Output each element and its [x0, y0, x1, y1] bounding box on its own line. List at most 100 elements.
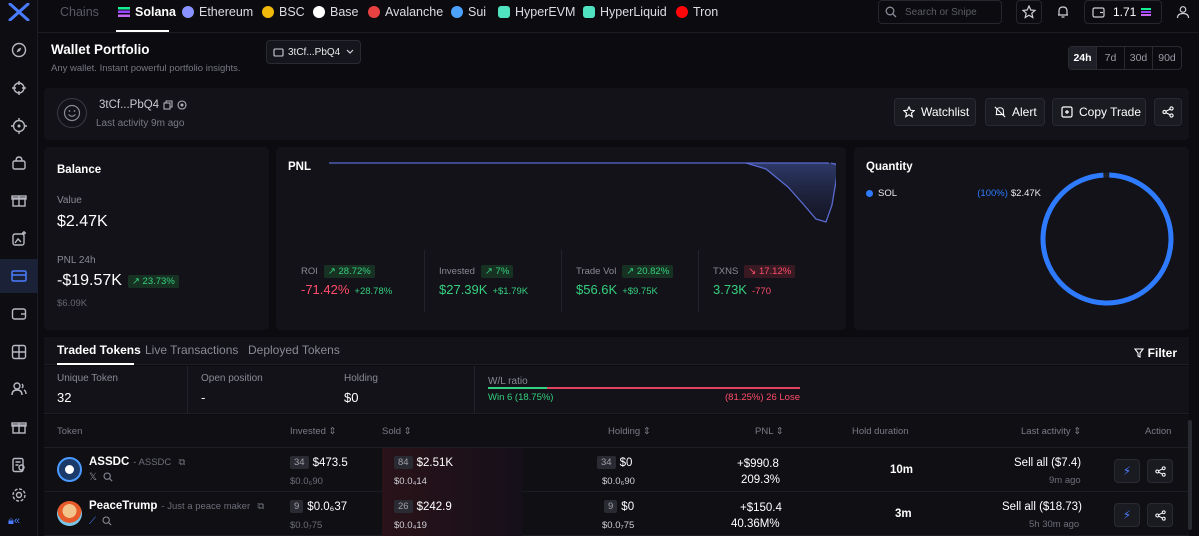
crosshair-icon[interactable] — [11, 80, 27, 96]
app-logo[interactable] — [8, 3, 30, 21]
search-input[interactable]: Search or Snipe — [878, 0, 1002, 24]
legend-value: $2.47K — [1010, 188, 1041, 199]
tab-live-transactions[interactable]: Live Transactions — [145, 343, 239, 357]
document-search-icon[interactable] — [11, 457, 27, 473]
rewards-gift-icon[interactable] — [11, 419, 27, 435]
compass-icon[interactable] — [11, 42, 27, 58]
timeframe-30d[interactable]: 30d — [1125, 47, 1153, 69]
sidebar-active-highlight — [0, 259, 38, 293]
lightning-icon: ⚡︎ — [1122, 508, 1132, 522]
share-button[interactable] — [1147, 459, 1173, 483]
gift-icon[interactable] — [11, 192, 27, 208]
wallet-balance-button[interactable]: 1.71 — [1084, 0, 1162, 24]
col-holding[interactable]: Holding ⇕ — [608, 426, 651, 437]
tab-traded-tokens[interactable]: Traded Tokens — [57, 343, 141, 357]
solana-icon — [118, 7, 130, 17]
favorites-button[interactable] — [1016, 0, 1042, 24]
share-button[interactable] — [1154, 98, 1182, 126]
share-icon — [1154, 465, 1166, 477]
table-row[interactable]: ASSDC - ASSDC ⧉ 𝕏 34 $473.5 $0.0₆90 84 $2.5… — [44, 448, 1189, 492]
copy-icon[interactable]: ⧉ — [257, 501, 265, 512]
profile-button[interactable] — [1170, 0, 1196, 24]
token-name[interactable]: PeaceTrump - Just a peace maker ⧉ — [89, 500, 265, 512]
ethereum-icon — [182, 6, 194, 18]
txns-badge: ↘ 17.12% — [744, 265, 796, 278]
chain-tab-sui[interactable]: Sui — [451, 0, 486, 24]
tab-deployed-tokens[interactable]: Deployed Tokens — [248, 343, 340, 357]
chain-tab-solana[interactable]: Solana — [118, 0, 176, 24]
basket-icon[interactable] — [11, 155, 27, 171]
holding-label: Holding — [344, 373, 378, 384]
pnl-24h-row: -$19.57K ↗ 23.73% — [57, 272, 179, 290]
tokens-summary: Unique Token 32 Open position - Holding … — [44, 366, 1189, 414]
copy-trade-button[interactable]: Copy Trade — [1052, 98, 1146, 126]
copy-icon[interactable]: ⧉ — [178, 457, 186, 468]
grid-icon[interactable] — [11, 344, 27, 360]
col-sold[interactable]: Sold ⇕ — [382, 426, 412, 437]
search-icon — [885, 6, 897, 18]
token-icon-peacetrump — [57, 501, 82, 526]
search-icon[interactable] — [102, 516, 112, 526]
unique-token-value: 32 — [57, 390, 72, 405]
col-hold-duration: Hold duration — [852, 426, 909, 437]
chain-tab-hyperevm[interactable]: HyperEVM — [498, 0, 575, 24]
timeframe-24h[interactable]: 24h — [1069, 47, 1097, 69]
chain-tab-avalanche[interactable]: Avalanche — [368, 0, 443, 24]
star-icon — [1022, 5, 1036, 19]
trade-vol-badge: ↗ 20.82% — [622, 265, 674, 278]
chain-tab-tron[interactable]: Tron — [676, 0, 718, 24]
timeframe-7d[interactable]: 7d — [1097, 47, 1125, 69]
table-scrollbar[interactable] — [1188, 420, 1192, 530]
filter-button[interactable]: Filter — [1133, 346, 1177, 360]
chain-tab-ethereum[interactable]: Ethereum — [182, 0, 253, 24]
copy-icon[interactable] — [163, 100, 173, 110]
wallet-icon — [1092, 6, 1105, 18]
settings-gear-icon[interactable] — [11, 487, 27, 503]
open-position-label: Open position — [201, 373, 263, 384]
wallet-profile-bar: 3tCf...PbQ4 Last activity 9m ago Watchli… — [44, 88, 1189, 140]
chain-tab-base[interactable]: Base — [313, 0, 359, 24]
watchlist-button[interactable]: Watchlist — [894, 98, 976, 126]
invested-count: 9 — [290, 500, 304, 513]
balance-title: Balance — [57, 164, 102, 176]
image-plus-icon[interactable] — [11, 231, 27, 247]
hyperevm-icon — [498, 6, 510, 18]
quick-buy-button[interactable]: ⚡︎ — [1114, 459, 1140, 483]
x-twitter-icon[interactable]: 𝕏 — [89, 472, 98, 483]
share-icon — [1154, 509, 1166, 521]
alert-button[interactable]: Alert — [985, 98, 1045, 126]
share-button[interactable] — [1147, 503, 1173, 527]
divider — [474, 366, 475, 414]
open-position-value: - — [201, 390, 206, 405]
timeframe-90d[interactable]: 90d — [1158, 52, 1176, 64]
target-icon[interactable] — [11, 118, 27, 134]
chain-tab-hyperliquid[interactable]: HyperLiquid — [583, 0, 667, 24]
col-last-activity[interactable]: Last activity ⇕ — [1021, 426, 1082, 437]
trade-vol-stat: Trade Vol ↗ 20.82% $56.6K +$9.75K — [561, 250, 698, 312]
search-icon[interactable] — [103, 472, 113, 482]
col-invested[interactable]: Invested ⇕ — [290, 426, 337, 437]
portfolio-card-icon[interactable] — [11, 268, 27, 284]
wl-ratio-label: W/L ratio — [488, 376, 528, 387]
quantity-title: Quantity — [866, 161, 913, 173]
tron-icon — [676, 6, 688, 18]
pnl-value: +$150.4 — [740, 502, 782, 514]
wallet-icon[interactable] — [11, 306, 27, 322]
lock-collapse-icon[interactable]: 🔒︎« — [8, 515, 20, 527]
col-pnl[interactable]: PNL ⇕ — [755, 426, 784, 437]
token-name[interactable]: ASSDC - ASSDC ⧉ — [89, 456, 186, 468]
table-row[interactable]: PeaceTrump - Just a peace maker ⧉ ⟋ 9 $0.0… — [44, 492, 1189, 536]
avalanche-icon — [368, 6, 380, 18]
wallet-small-icon — [273, 47, 284, 57]
balance-card: Balance Value $2.47K PNL 24h -$19.57K ↗ … — [44, 147, 269, 330]
win-text: Win 6 (18.75%) — [488, 392, 554, 403]
notifications-button[interactable] — [1050, 0, 1076, 24]
arrow-up-right-icon: ↗ — [131, 275, 143, 287]
chain-tab-bsc[interactable]: BSC — [262, 0, 305, 24]
users-icon[interactable] — [11, 381, 27, 397]
address-dropdown[interactable]: 3tCf...PbQ4 — [266, 40, 361, 64]
pump-icon[interactable]: ⟋ — [89, 516, 96, 527]
quick-buy-button[interactable]: ⚡︎ — [1114, 503, 1140, 527]
external-link-icon[interactable] — [177, 100, 187, 110]
roi-value: -71.42% — [301, 282, 350, 297]
